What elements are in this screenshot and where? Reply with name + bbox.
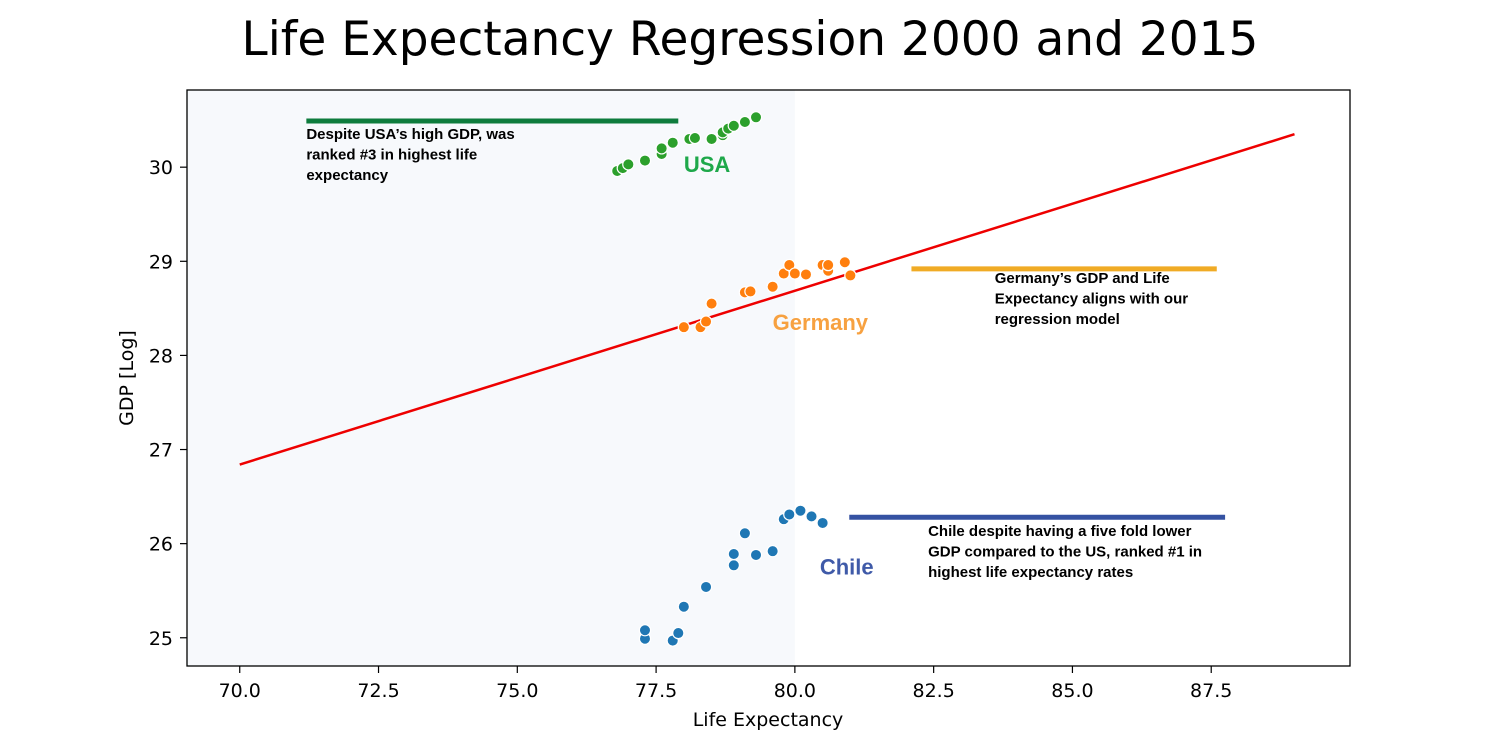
x-axis-ticks: 70.0 72.5 75.0 77.5 80.0 82.5 85.0 87.5 — [219, 666, 1232, 702]
y-tick-label: 30 — [149, 157, 173, 179]
annotation-line: Despite USA’s high GDP, was — [306, 126, 514, 143]
annotation-line: Expectancy aligns with our — [995, 290, 1189, 307]
data-point-chile — [816, 516, 829, 530]
annotation-text-1: Despite USA’s high GDP, was ranked #3 in … — [306, 126, 514, 184]
data-point-chile — [783, 508, 796, 521]
x-tick-label: 80.0 — [774, 680, 816, 702]
y-tick-label: 28 — [149, 345, 173, 367]
annotation-line: ranked #3 in highest life — [306, 146, 477, 163]
annotation-line: expectancy — [306, 167, 388, 184]
data-point-usa — [727, 119, 741, 132]
data-point-chile — [749, 548, 763, 562]
y-tick-label: 29 — [149, 251, 173, 273]
y-axis-ticks: 25 26 27 28 29 30 — [149, 157, 187, 650]
data-point-chile — [672, 626, 685, 640]
data-point-usa — [688, 131, 702, 145]
data-point-usa — [666, 136, 679, 149]
data-point-chile — [677, 600, 691, 613]
data-point-chile — [638, 624, 652, 637]
annotation-line: GDP compared to the US, ranked #1 in — [928, 544, 1202, 561]
plot-border — [186, 89, 1351, 667]
y-tick-label: 26 — [149, 534, 173, 556]
x-tick-label: 87.5 — [1190, 680, 1232, 702]
regression-line — [239, 133, 1295, 466]
data-points-layer — [611, 111, 857, 647]
data-point-chile — [794, 504, 807, 517]
data-point-usa — [622, 158, 635, 171]
x-tick-label: 85.0 — [1051, 680, 1093, 702]
plot-background — [187, 90, 795, 666]
annotation-line: highest life expectancy rates — [928, 564, 1133, 581]
plot-frame — [186, 89, 1351, 667]
data-point-usa — [738, 115, 752, 129]
data-point-chile — [766, 544, 779, 558]
data-point-germany — [699, 315, 713, 328]
annotation-line: Germany’s GDP and Life — [995, 270, 1170, 287]
data-point-chile — [699, 580, 713, 594]
data-point-germany — [677, 320, 691, 334]
country-label-chile: Chile — [820, 555, 874, 580]
x-tick-label: 77.5 — [635, 680, 677, 702]
data-point-usa — [638, 154, 652, 167]
data-point-usa — [655, 142, 668, 155]
data-point-chile — [738, 527, 752, 540]
data-point-chile — [727, 559, 741, 572]
data-point-germany — [744, 285, 757, 298]
country-label-germany: Germany — [773, 310, 869, 335]
annotations-layer: Despite USA’s high GDP, was ranked #3 in … — [306, 118, 1226, 581]
y-tick-label: 27 — [149, 440, 173, 462]
data-point-usa — [705, 132, 718, 146]
data-point-germany — [783, 258, 796, 272]
data-point-germany — [844, 269, 857, 282]
country-label-usa: USA — [684, 152, 731, 177]
y-axis-label: GDP [Log] — [116, 330, 138, 426]
regression-line-layer — [239, 133, 1295, 466]
x-tick-label: 82.5 — [912, 680, 954, 702]
annotation-text-2: Germany’s GDP and Life Expectancy aligns … — [995, 270, 1189, 328]
annotation-line: Chile despite having a five fold lower — [928, 523, 1192, 540]
annotation-line: regression model — [995, 311, 1120, 328]
annotation-text-3: Chile despite having a five fold lower GD… — [928, 523, 1202, 581]
data-point-germany — [838, 256, 852, 269]
shaded-region — [187, 90, 795, 666]
data-point-germany — [788, 267, 802, 280]
data-point-germany — [705, 297, 718, 310]
x-tick-label: 75.0 — [496, 680, 538, 702]
data-point-germany — [821, 258, 835, 272]
data-point-chile — [805, 510, 818, 523]
x-axis-label: Life Expectancy — [693, 709, 844, 731]
x-tick-label: 70.0 — [219, 680, 261, 702]
chart-title: Life Expectancy Regression 2000 and 2015 — [242, 12, 1259, 67]
data-point-germany — [799, 268, 813, 281]
data-point-chile — [727, 547, 741, 561]
y-tick-label: 25 — [149, 628, 173, 650]
x-tick-label: 72.5 — [357, 680, 399, 702]
data-point-usa — [749, 111, 763, 124]
data-point-germany — [766, 280, 779, 293]
